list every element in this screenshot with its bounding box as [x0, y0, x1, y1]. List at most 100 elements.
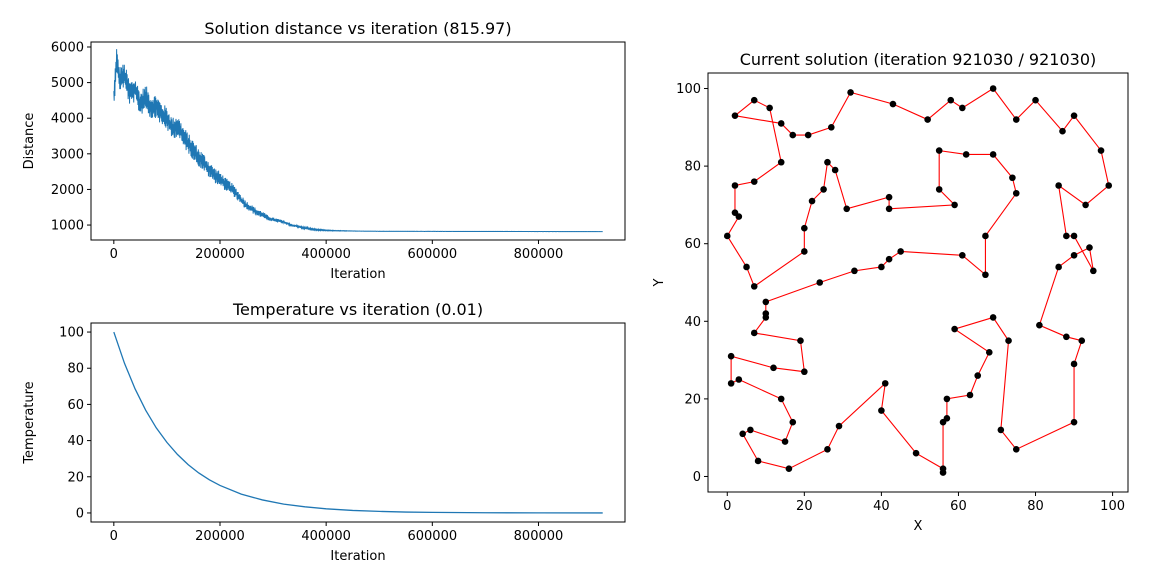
- plot-area: [113, 49, 603, 233]
- city-point: [1070, 418, 1078, 426]
- city-point: [777, 120, 785, 127]
- city-point: [750, 283, 758, 290]
- city-point: [1055, 182, 1062, 189]
- y-tick-label: 1000: [51, 219, 84, 234]
- city-point: [982, 271, 989, 279]
- solution-route-chart: 0 20 40 60 80 100 0 20 40 60 80 100 Current solution…: [652, 50, 1129, 534]
- city-point: [989, 151, 997, 158]
- city-point: [885, 255, 893, 263]
- y-tick-label: 80: [67, 362, 84, 377]
- city-point: [1078, 337, 1086, 344]
- chart-title: Solution distance vs iteration (815.97): [204, 19, 511, 38]
- city-point: [1012, 446, 1020, 453]
- chart-title: Temperature vs iteration (0.01): [232, 300, 483, 319]
- y-tick-label: 80: [684, 160, 701, 175]
- temperature-series-line: [113, 331, 603, 514]
- city-point: [1036, 321, 1043, 329]
- city-point: [801, 224, 808, 232]
- city-point: [828, 124, 835, 131]
- city-point: [881, 380, 889, 387]
- city-point: [1063, 333, 1070, 341]
- distance-series-line: [113, 49, 603, 233]
- x-axis-label: Iteration: [330, 549, 385, 564]
- axes-frame: [707, 72, 1129, 493]
- x-tick-label: 0: [110, 529, 118, 544]
- plot-area: [723, 85, 1113, 476]
- city-point: [1055, 263, 1062, 271]
- y-tick-label: 100: [676, 82, 701, 97]
- city-point: [962, 151, 970, 158]
- city-point: [1082, 201, 1089, 209]
- city-point: [1090, 267, 1097, 275]
- city-point: [1059, 127, 1066, 135]
- y-tick-label: 3000: [51, 147, 84, 162]
- city-point: [1086, 244, 1093, 251]
- x-tick-label: 800000: [514, 247, 564, 262]
- y-tick-label: 5000: [51, 76, 84, 91]
- city-point: [966, 391, 974, 399]
- x-tick-label: 0: [723, 499, 731, 514]
- city-point: [831, 166, 839, 174]
- city-point: [997, 426, 1005, 434]
- x-tick-label: 600000: [407, 247, 457, 262]
- y-tick-label: 0: [76, 506, 84, 521]
- temperature-chart: 0 200000 400000 600000 800000 0 20 40 60 80 100 Tem…: [22, 300, 626, 564]
- city-point: [1005, 337, 1012, 344]
- city-point: [1097, 147, 1105, 154]
- city-point: [885, 193, 893, 201]
- city-point: [1032, 96, 1039, 104]
- city-point: [847, 89, 854, 96]
- city-point: [1105, 182, 1113, 189]
- x-tick-label: 40: [873, 499, 890, 514]
- city-point: [897, 248, 904, 255]
- y-tick-label: 40: [67, 434, 84, 449]
- city-point: [804, 131, 812, 139]
- route-line: [726, 87, 1110, 473]
- city-point: [731, 182, 739, 189]
- city-point: [735, 376, 743, 383]
- city-point: [889, 100, 897, 108]
- x-tick-label: 800000: [514, 529, 564, 544]
- city-point: [943, 395, 951, 403]
- y-tick-label: 2000: [51, 183, 84, 198]
- city-point: [801, 248, 808, 255]
- city-point: [939, 469, 947, 476]
- city-point: [739, 430, 746, 438]
- city-point: [777, 395, 785, 403]
- city-point: [843, 205, 851, 213]
- city-point: [912, 449, 920, 457]
- plot-area: [113, 331, 603, 514]
- y-tick-label: 20: [684, 392, 701, 407]
- city-point: [935, 147, 943, 154]
- y-tick-label: 60: [67, 398, 84, 413]
- city-point: [959, 252, 966, 259]
- city-point: [974, 372, 982, 379]
- city-point: [989, 314, 997, 321]
- city-point: [924, 116, 931, 123]
- city-point: [1070, 112, 1078, 119]
- city-point: [789, 131, 797, 139]
- city-point: [723, 232, 731, 240]
- y-tick-label: 20: [67, 470, 84, 485]
- x-axis-label: X: [914, 519, 923, 534]
- x-tick-label: 20: [796, 499, 813, 514]
- city-point: [766, 104, 773, 112]
- city-point: [816, 279, 824, 286]
- city-point: [1012, 116, 1020, 123]
- city-point: [835, 422, 843, 430]
- city-point: [1012, 189, 1020, 197]
- x-tick-label: 100: [1100, 499, 1125, 514]
- city-point: [1070, 232, 1078, 240]
- axes-frame: [90, 41, 626, 241]
- y-tick-label: 6000: [51, 40, 84, 55]
- city-point: [770, 364, 777, 372]
- city-point: [878, 407, 885, 414]
- city-point: [820, 186, 827, 193]
- city-point: [727, 380, 735, 387]
- city-point: [824, 158, 831, 166]
- city-point: [789, 418, 797, 426]
- axes-frame: [90, 322, 626, 523]
- city-point: [1009, 174, 1016, 182]
- city-point: [777, 158, 785, 166]
